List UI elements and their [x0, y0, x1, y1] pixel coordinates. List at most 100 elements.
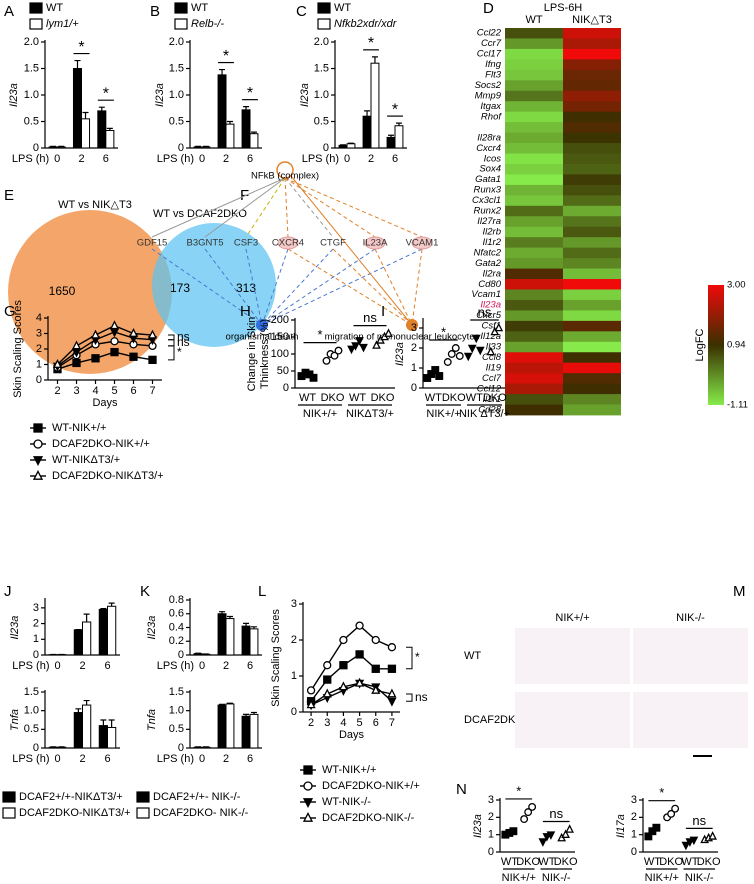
gene-label: Ccr7	[481, 38, 502, 49]
bar	[99, 609, 107, 655]
heatmap-cell	[563, 38, 621, 49]
x-axis-label: Days	[92, 397, 118, 409]
x-tick-label: 2	[223, 153, 229, 165]
heatmap-cell	[505, 248, 563, 259]
annotation: *	[177, 345, 182, 359]
x-tick-label: DKO	[442, 392, 466, 404]
gene-label: Cd80	[478, 279, 501, 290]
network-edge	[291, 176, 412, 325]
bar	[57, 147, 65, 148]
heatmap-cell	[563, 227, 621, 238]
legend-label: DCAF2DKO-NIK-/-	[322, 812, 415, 824]
error-bar	[84, 614, 90, 622]
bar	[218, 705, 226, 748]
heatmap-cell	[563, 143, 621, 154]
x-tick-label: DKO	[483, 392, 507, 404]
gene-label: Il2rb	[483, 226, 501, 237]
x-tick-label: 6	[130, 385, 136, 397]
significance-label: *	[103, 85, 109, 102]
x-tick-label: 0	[54, 153, 60, 165]
gene-label: Runx3	[474, 185, 502, 196]
x-tick-label: 0	[199, 753, 205, 765]
y-tick-label: 1	[488, 829, 494, 841]
legend-label: WT-NIK-/-	[322, 796, 371, 808]
x-tick-label: 7	[389, 717, 395, 729]
network-edge	[285, 178, 288, 237]
bar	[218, 75, 226, 148]
gene-label: Icos	[484, 153, 502, 164]
bar	[226, 124, 234, 148]
heatmap-cell	[563, 174, 621, 185]
x-tick-label: 2	[79, 753, 85, 765]
data-point	[653, 824, 660, 831]
group-label: NIKΔT3/+	[346, 408, 394, 420]
heatmap-cell	[505, 394, 563, 405]
network-edge	[285, 178, 422, 237]
x-tick-label: DKO	[659, 856, 683, 868]
y-axis-label: Il23a	[146, 616, 158, 640]
y-tick-label: 0	[631, 846, 637, 858]
venn-count: 173	[170, 281, 190, 295]
y-tick-label: 2	[36, 343, 42, 355]
histology-image	[633, 692, 748, 748]
y-axis-label: Il23a	[472, 814, 484, 838]
row-label: WT	[464, 650, 481, 662]
data-point	[388, 644, 395, 651]
y-tick-label: 3	[36, 327, 42, 339]
node-label: NFkB (complex)	[251, 171, 319, 182]
x-tick-label: 5	[111, 385, 117, 397]
data-point	[356, 651, 363, 658]
legend-swatch	[137, 792, 149, 802]
data-point	[540, 839, 547, 845]
gene-label: Mmp9	[475, 91, 502, 102]
y-axis-label: Il23a	[8, 83, 20, 107]
y-tick-label: 0.2	[169, 635, 184, 647]
heatmap-cell	[563, 310, 621, 321]
heatmap-cell	[505, 279, 563, 290]
y-tick-label: 2.0	[314, 36, 329, 48]
significance-label: *	[223, 48, 229, 65]
heatmap-cell	[563, 49, 621, 60]
x-tick-label: DKO	[371, 392, 395, 404]
x-tick-label: 5	[357, 717, 363, 729]
heatmap-cell	[563, 394, 621, 405]
data-point	[340, 683, 347, 690]
histology-image	[515, 628, 630, 684]
gene-label: Cxcr4	[476, 143, 501, 154]
y-axis-label: Thinkness (%)	[259, 319, 271, 389]
bar	[226, 704, 234, 748]
heatmap-cell	[505, 133, 563, 144]
bar	[347, 144, 355, 148]
heatmap-cell	[505, 363, 563, 374]
y-tick-label: 0.8	[169, 594, 184, 606]
bar	[82, 119, 90, 148]
data-point	[436, 373, 443, 380]
y-tick-label: 0.5	[314, 115, 329, 127]
y-tick-label: 0.5	[169, 115, 184, 127]
y-tick-label: 0.5	[24, 723, 39, 735]
heatmap-cell	[563, 258, 621, 269]
group-label: NIK+/+	[502, 872, 536, 884]
y-tick-label: 1.0	[24, 705, 39, 717]
heatmap-cell	[505, 143, 563, 154]
bar	[242, 716, 250, 748]
bar	[74, 630, 82, 655]
gene-label: Il27ra	[477, 216, 501, 227]
y-tick-label: 0	[36, 374, 42, 386]
column-label: WT	[525, 14, 542, 26]
panel-letter: L	[258, 583, 266, 600]
bar	[83, 622, 91, 655]
gene-label: Rhof	[481, 111, 502, 122]
data-point	[340, 637, 347, 644]
x-tick-label: DKO	[554, 856, 578, 868]
heatmap-cell	[505, 206, 563, 217]
gene-label: Vcam1	[471, 289, 501, 300]
error-bar	[219, 70, 225, 75]
network-edge	[412, 249, 422, 325]
x-tick-label: 6	[247, 753, 253, 765]
data-point	[111, 338, 118, 345]
heatmap-cell	[505, 38, 563, 49]
x-tick-label: 2	[308, 717, 314, 729]
y-tick-label: 1	[291, 670, 297, 682]
group-label: NIK+/+	[303, 408, 337, 420]
